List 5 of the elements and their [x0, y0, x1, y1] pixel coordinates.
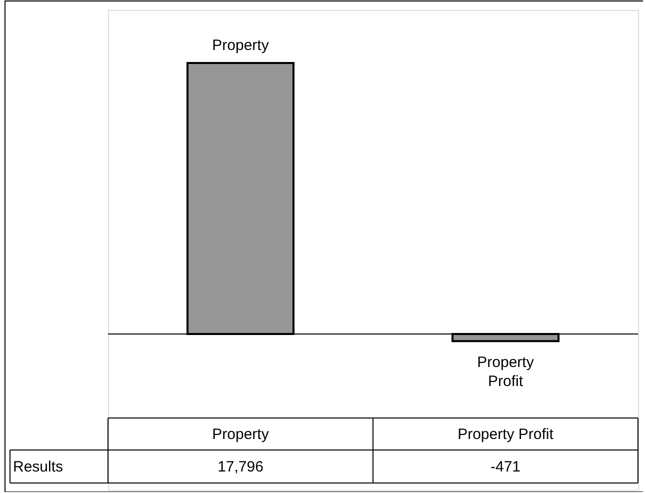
data-label: -471 — [490, 458, 521, 476]
legend-label: Results — [13, 458, 64, 476]
category-label: Property Profit — [477, 354, 534, 390]
category-label: Property — [212, 37, 269, 54]
data-label: 17,796 — [218, 458, 264, 476]
